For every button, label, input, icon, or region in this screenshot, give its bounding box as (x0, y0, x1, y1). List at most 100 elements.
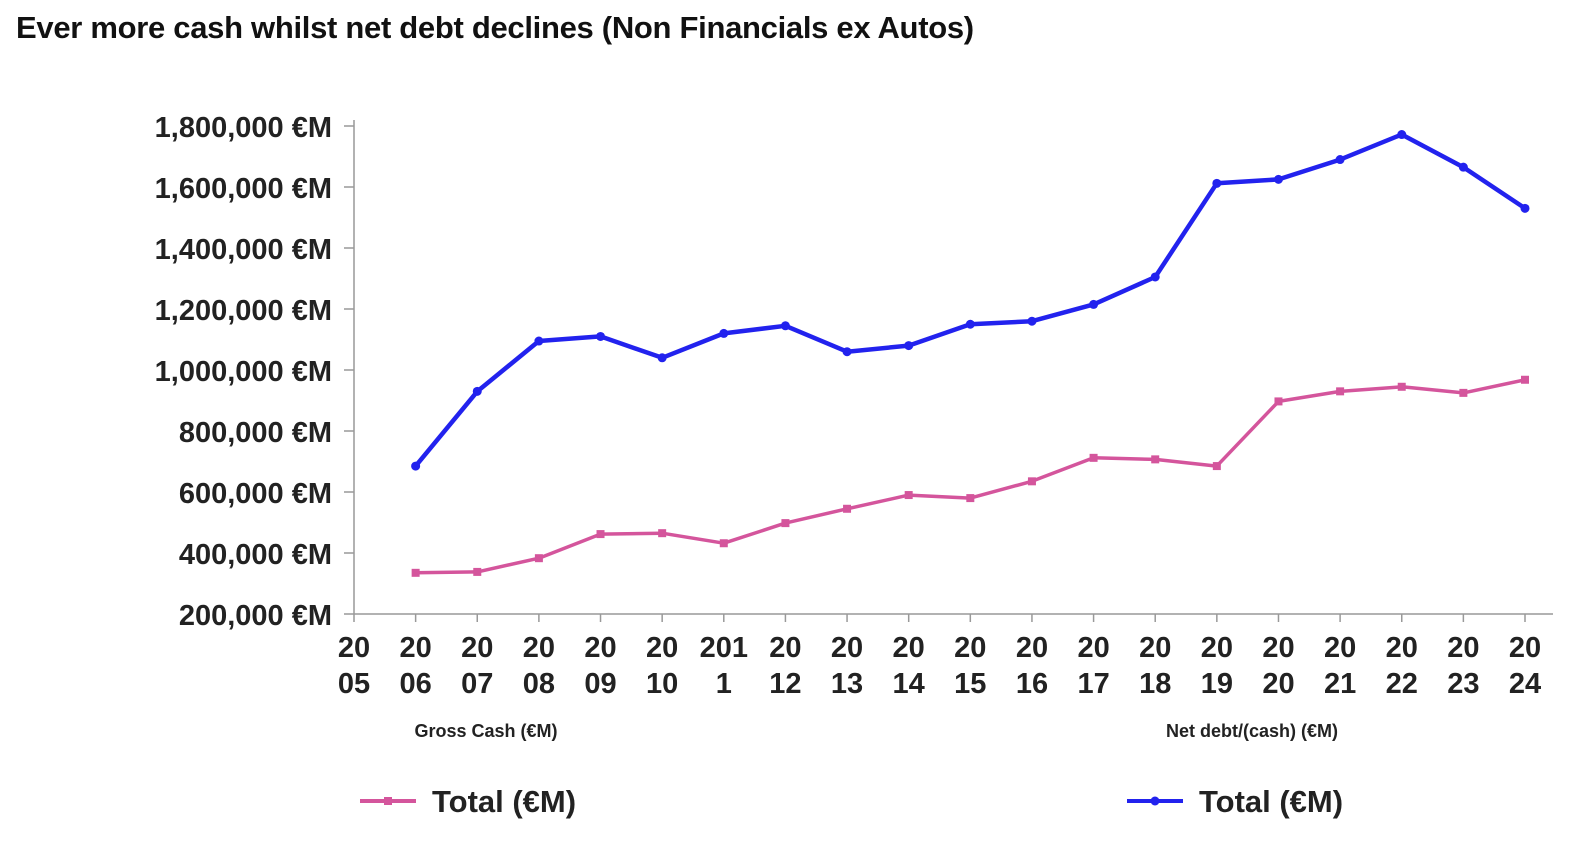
x-tick-label: 1 (716, 668, 732, 700)
data-point (1459, 388, 1468, 397)
data-point (411, 461, 421, 471)
y-tick-label: 1,400,000 €M (155, 234, 332, 266)
x-tick-label: 14 (893, 668, 925, 700)
data-point (904, 341, 914, 351)
x-tick-label: 08 (523, 668, 555, 700)
x-tick-label: 20 (1447, 632, 1479, 664)
x-tick-label: 19 (1201, 668, 1233, 700)
x-tick-label: 20 (831, 632, 863, 664)
legend-marker (384, 797, 392, 805)
data-point (473, 567, 482, 576)
y-tick-label: 1,800,000 €M (155, 112, 332, 144)
data-point (1521, 375, 1529, 384)
data-point (1458, 162, 1468, 172)
data-point (965, 319, 975, 329)
axes (353, 120, 1553, 615)
x-axis-ticks: 20 05 20 06 20 07 20 08 20 09 20 10 201 1 20 12 20 13 20 14… (338, 614, 1541, 700)
x-tick-label: 20 (1262, 668, 1294, 700)
data-point (472, 386, 482, 396)
y-tick-label: 400,000 €M (179, 539, 332, 571)
x-tick-label: 201 (700, 632, 748, 664)
x-tick-label: 20 (1386, 632, 1418, 664)
x-tick-label: 20 (1324, 632, 1356, 664)
series-line (413, 132, 1528, 469)
data-point (966, 494, 975, 503)
group-labels: Gross Cash (€M) Net debt/(cash) (€M) (414, 721, 1338, 741)
data-point (534, 554, 543, 563)
x-tick-label: 20 (338, 632, 370, 664)
data-point (1335, 155, 1345, 165)
data-point (1336, 387, 1345, 396)
data-point (658, 529, 667, 538)
group-label: Gross Cash (€M) (414, 721, 557, 741)
x-tick-label: 10 (646, 668, 678, 700)
x-tick-label: 20 (769, 632, 801, 664)
data-point (1212, 462, 1221, 471)
data-point (1274, 397, 1283, 406)
data-point (781, 519, 790, 528)
y-tick-label: 800,000 €M (179, 417, 332, 449)
data-point (596, 331, 606, 341)
x-tick-label: 20 (954, 632, 986, 664)
x-tick-label: 21 (1324, 668, 1356, 700)
data-point (534, 336, 544, 346)
x-tick-label: 12 (769, 668, 801, 700)
data-point (780, 321, 790, 331)
x-tick-label: 09 (584, 668, 616, 700)
data-point (719, 539, 728, 548)
x-tick-label: 20 (1262, 632, 1294, 664)
data-point (1089, 299, 1099, 309)
y-tick-label: 1,000,000 €M (155, 356, 332, 388)
legend-label: Total (€M) (432, 784, 576, 819)
x-tick-label: 22 (1386, 668, 1418, 700)
chart-title: Ever more cash whilst net debt declines … (16, 10, 974, 45)
x-tick-label: 17 (1077, 668, 1109, 700)
data-point (1397, 130, 1407, 140)
x-tick-label: 20 (1201, 632, 1233, 664)
x-tick-label: 23 (1447, 668, 1479, 700)
data-point (1520, 203, 1530, 213)
data-point (1273, 174, 1283, 184)
data-point (904, 491, 913, 500)
x-tick-label: 20 (1016, 632, 1048, 664)
x-tick-label: 13 (831, 668, 863, 700)
x-tick-label: 06 (399, 668, 431, 700)
y-tick-label: 200,000 €M (179, 600, 332, 632)
data-point (1150, 272, 1160, 282)
data-point (1027, 477, 1036, 486)
x-tick-label: 18 (1139, 668, 1171, 700)
x-tick-label: 20 (1139, 632, 1171, 664)
x-tick-label: 20 (584, 632, 616, 664)
data-point (1027, 316, 1037, 326)
data-point (1212, 178, 1222, 188)
data-point (657, 353, 667, 363)
y-tick-label: 600,000 €M (179, 478, 332, 510)
y-tick-label: 1,200,000 €M (155, 295, 332, 327)
legend: Total (€M) Total (€M) (360, 784, 1343, 819)
series-lines (411, 130, 1530, 577)
data-point (1089, 453, 1098, 462)
x-tick-label: 05 (338, 668, 370, 700)
x-tick-label: 15 (954, 668, 986, 700)
group-label: Net debt/(cash) (€M) (1166, 721, 1338, 741)
x-tick-label: 24 (1509, 668, 1541, 700)
series-line (413, 378, 1527, 575)
x-tick-label: 20 (523, 632, 555, 664)
data-point (719, 328, 729, 338)
y-tick-label: 1,600,000 €M (155, 173, 332, 205)
x-tick-label: 20 (461, 632, 493, 664)
x-tick-label: 20 (646, 632, 678, 664)
legend-marker (1150, 796, 1160, 806)
data-point (842, 347, 852, 357)
x-tick-label: 16 (1016, 668, 1048, 700)
y-axis-ticks: 200,000 €M 400,000 €M 600,000 €M 800,000 €M… (155, 112, 354, 632)
data-point (596, 530, 605, 539)
x-tick-label: 20 (1509, 632, 1541, 664)
x-tick-label: 20 (399, 632, 431, 664)
data-point (1151, 455, 1160, 464)
x-tick-label: 07 (461, 668, 493, 700)
data-point (1397, 382, 1406, 391)
x-tick-label: 20 (1077, 632, 1109, 664)
data-point (843, 504, 852, 513)
